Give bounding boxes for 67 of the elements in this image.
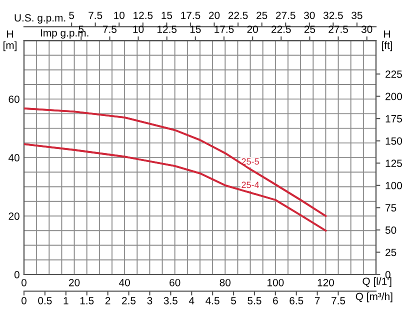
y2-tick-label: 150 — [386, 137, 402, 145]
y2-tick-label: 75 — [386, 204, 396, 212]
x-tick-label: 120 — [318, 278, 334, 286]
x-tick-label: 6 — [273, 296, 278, 304]
x-tick-label: 0 — [22, 296, 26, 304]
x2-tick-label: 17.5 — [214, 26, 234, 33]
x2-tick-label: 17.5 — [181, 12, 200, 20]
x2-axis-title: U.S. g.p.m. — [14, 14, 66, 24]
y-tick-label: 20 — [8, 212, 20, 220]
x2-tick-label: 22.5 — [228, 12, 248, 20]
x-axis-title: Q [l/1'] — [362, 277, 392, 288]
y2-tick-label: 200 — [386, 92, 402, 100]
x2-tick-label: 32.5 — [323, 12, 343, 20]
x2-tick-label: 12.5 — [158, 26, 177, 33]
y-tick-label: 40 — [8, 154, 20, 162]
y2-tick-label: 100 — [386, 182, 402, 190]
y-tick-label: 0 — [14, 271, 20, 278]
x-tick-label: 2.5 — [122, 296, 136, 304]
x2-tick-label: 30 — [304, 12, 315, 20]
x-tick-label: 3.5 — [164, 296, 178, 304]
series-label: 25-4 — [242, 182, 260, 188]
x-tick-label: 60 — [170, 278, 180, 286]
y2-tick-label: 225 — [386, 70, 402, 78]
x2-tick-label: 5 — [69, 12, 74, 20]
x-tick-label: 40 — [119, 278, 130, 286]
x2-tick-label: 15 — [190, 26, 201, 33]
x-tick-label: 0 — [22, 278, 26, 286]
x-tick-label: 1.5 — [80, 297, 94, 304]
x-tick-label: 3 — [147, 296, 152, 304]
x2-tick-label: 27.5 — [276, 12, 296, 20]
x-tick-label: 4.5 — [206, 297, 220, 304]
x-tick-label: 100 — [268, 278, 284, 286]
x-tick-label: 5.5 — [248, 297, 262, 304]
x-tick-label: 80 — [220, 278, 231, 286]
x2-tick-label: 25 — [256, 12, 268, 20]
x2-tick-label: 15 — [162, 12, 172, 20]
x-tick-label: 5 — [231, 297, 236, 304]
x2-tick-label: 20 — [247, 26, 258, 33]
y2-tick-label: 0 — [385, 271, 390, 278]
x-tick-label: 7 — [314, 297, 320, 304]
x2-tick-label: 5 — [78, 26, 84, 33]
y-axis-title: H [m] — [4, 30, 16, 52]
x2-tick-label: 25 — [304, 26, 316, 33]
x-tick-label: 1 — [64, 297, 68, 304]
x2-tick-label: 7.5 — [88, 12, 102, 20]
x2-tick-label: 12.5 — [134, 12, 153, 20]
y2-axis-title: H [ft] — [382, 30, 392, 52]
x2-tick-label: 7.5 — [103, 26, 117, 33]
x2-tick-label: 27.5 — [328, 26, 348, 33]
x-tick-label: 20 — [69, 278, 80, 286]
x-tick-label: 2 — [105, 296, 110, 304]
x2-tick-label: 22.5 — [272, 26, 291, 33]
y-tick-label: 60 — [8, 96, 20, 103]
x-tick-label: 4 — [188, 297, 194, 304]
x-axis-title: Q [m³/h] — [356, 292, 392, 302]
x2-tick-label: 10 — [133, 26, 144, 33]
y2-tick-label: 175 — [386, 115, 402, 122]
x2-tick-label: 30 — [361, 26, 372, 33]
y2-tick-label: 125 — [386, 160, 402, 167]
x2-tick-label: 20 — [209, 12, 220, 20]
x-tick-label: 6.5 — [290, 296, 304, 304]
x2-tick-label: 35 — [352, 12, 362, 20]
y2-tick-label: 25 — [386, 248, 396, 256]
x-tick-label: 0.5 — [38, 296, 52, 304]
x-tick-label: 7.5 — [332, 297, 346, 304]
y2-tick-label: 50 — [385, 226, 396, 234]
x2-tick-label: 10 — [114, 12, 125, 20]
